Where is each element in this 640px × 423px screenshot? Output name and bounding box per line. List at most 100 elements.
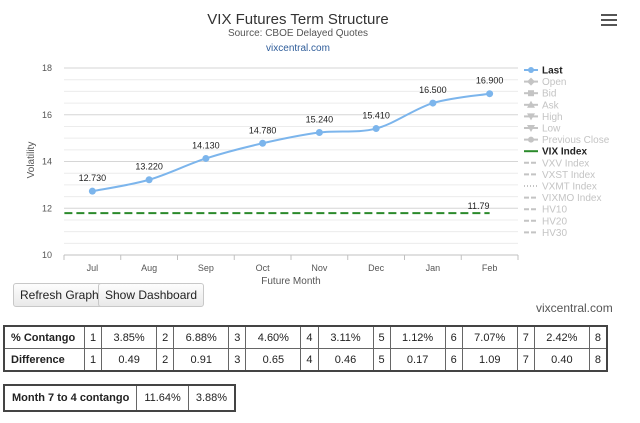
legend-item-label: VXST Index [542,170,595,181]
legend-marker [527,125,535,132]
last-data-point [259,139,267,147]
last-data-point [202,154,210,162]
legend-item-label: Last [542,66,563,77]
last-data-label: 15.240 [306,115,334,125]
last-data-label: 12.730 [79,173,107,183]
contango-row-label: % Contango [3,325,85,349]
legend-marker [527,77,535,86]
difference-month: 5 [372,348,391,372]
summary-table: Month 7 to 4 contango 11.64% 3.88% [3,384,237,412]
last-data-label: 14.130 [192,140,220,150]
contango-table: % Contango 1 3.85% 2 6.88% 3 4.60% 4 3.1… [3,325,608,372]
x-tick-label: Dec [368,263,385,273]
refresh-graph-button[interactable]: Refresh Graph [13,283,106,307]
x-tick-label: Feb [482,263,498,273]
difference-value: 0.49 [101,348,158,372]
contango-month: 8 [588,325,608,349]
last-data-point [315,129,323,137]
summary-value-2: 3.88% [187,384,236,412]
contango-month: 2 [156,325,175,349]
contango-value: 7.07% [461,325,518,349]
term-structure-chart: VIX Futures Term Structure Source: CBOE … [26,11,610,287]
summary-value-1: 11.64% [136,384,189,412]
legend-item-label: HV10 [542,205,567,216]
y-axis: 10 12 14 16 18 [42,63,52,260]
y-tick-label: 14 [42,157,52,167]
last-data-label: 15.410 [362,111,390,121]
difference-month: 8 [588,348,608,372]
y-tick-label: 12 [42,203,52,213]
difference-value: 0.17 [389,348,446,372]
y-tick-label: 16 [42,110,52,120]
hamburger-menu-icon[interactable] [601,14,617,28]
source-link[interactable]: vixcentral.com [266,43,330,54]
last-data-label: 16.500 [419,85,447,95]
legend-item-label: VIX Index [542,147,587,158]
x-tick-label: Jul [87,263,99,273]
vix-index-label: 11.79 [468,201,490,211]
legend-item-label: Low [542,124,561,135]
legend-item-label: Previous Close [542,135,610,146]
legend-item-label: VXMT Index [542,182,597,193]
contango-month: 1 [83,325,103,349]
contango-value: 3.11% [317,325,374,349]
last-data-label: 16.900 [476,76,504,86]
summary-label: Month 7 to 4 contango [3,384,138,412]
difference-month: 2 [156,348,175,372]
legend-item-label: VIXMO Index [542,193,601,204]
x-tick-label: Oct [256,263,271,273]
show-dashboard-button[interactable]: Show Dashboard [98,283,205,307]
legend-marker [527,100,535,108]
contango-month: 4 [300,325,319,349]
contango-value: 3.85% [101,325,158,349]
legend-item-label: HV30 [542,228,567,239]
contango-value: 4.60% [245,325,302,349]
legend-item-label: High [542,112,563,123]
legend-item-label: Open [542,77,566,88]
legend-item-label: Bid [542,89,556,100]
difference-month: 6 [444,348,463,372]
contango-month: 3 [228,325,247,349]
last-data-label: 14.780 [249,125,277,135]
last-data-point [486,90,494,98]
series-group: 11.79 12.730 13.220 14.130 14.780 15.240 15.41… [64,76,504,215]
summary-row: Month 7 to 4 contango 11.64% 3.88% [3,384,236,412]
difference-value: 1.09 [461,348,518,372]
x-tick-label: Jan [426,263,441,273]
contango-value: 2.42% [533,325,590,349]
contango-month: 5 [372,325,391,349]
difference-row-label: Difference [3,348,85,372]
last-series-line [92,92,490,193]
last-data-point [145,176,153,184]
legend-marker [528,136,534,143]
y-tick-label: 18 [42,63,52,73]
difference-row: Difference 1 0.49 2 0.91 3 0.65 4 0.46 5… [3,348,608,372]
difference-month: 7 [516,348,535,372]
x-tick-label: Nov [311,263,328,273]
legend-item-label: Ask [542,100,560,111]
y-axis-label: Volatility [26,142,37,179]
contango-month: 6 [444,325,463,349]
last-data-point [88,187,96,195]
chart-subtitle: Source: CBOE Delayed Quotes [228,28,368,39]
last-data-point [372,125,380,133]
difference-value: 0.91 [173,348,230,372]
legend-marker [528,90,534,97]
x-axis-label: Future Month [261,276,320,287]
legend-marker [527,113,535,121]
chart-title: VIX Futures Term Structure [207,11,388,28]
difference-month: 3 [228,348,247,372]
credit-link[interactable]: vixcentral.com [536,301,613,315]
difference-value: 0.46 [317,348,374,372]
x-tick-label: Aug [141,263,157,273]
difference-month: 1 [83,348,103,372]
grid-lines [63,67,519,260]
x-tick-label: Sep [198,263,214,273]
legend-item-label: HV20 [542,216,567,227]
contango-row: % Contango 1 3.85% 2 6.88% 3 4.60% 4 3.1… [3,325,608,349]
x-axis: Jul Aug Sep Oct Nov Dec Jan Feb [87,263,498,273]
contango-month: 7 [516,325,535,349]
difference-value: 0.40 [533,348,590,372]
contango-value: 6.88% [173,325,230,349]
